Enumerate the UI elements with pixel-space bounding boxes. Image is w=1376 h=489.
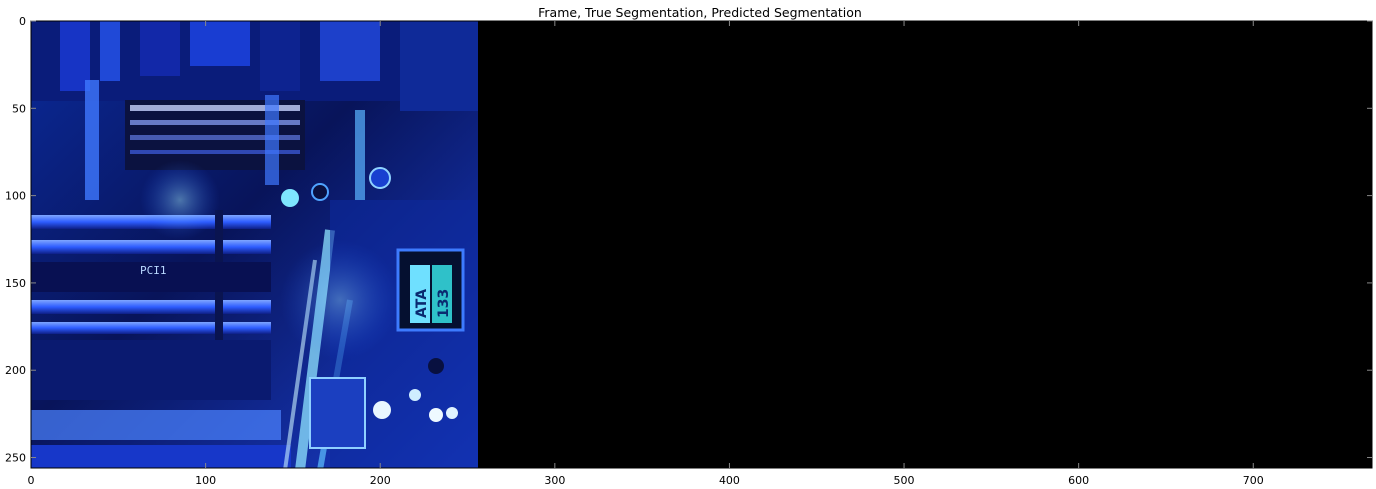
x-tick-label: 700 (1243, 474, 1264, 487)
x-tick-label: 300 (544, 474, 565, 487)
y-tick-label: 200 (5, 364, 26, 377)
y-axis: 0 50 100 150 200 250 (5, 15, 1372, 465)
chart-title: Frame, True Segmentation, Predicted Segm… (538, 5, 862, 20)
x-tick-label: 600 (1068, 474, 1089, 487)
x-tick-label: 400 (719, 474, 740, 487)
axes-frame (30, 20, 1373, 469)
predicted-segmentation-panel (925, 21, 1372, 468)
true-segmentation-panel (478, 21, 925, 468)
ata-number: 133 (436, 289, 452, 318)
y-tick-label: 50 (12, 102, 26, 115)
x-tick-label: 100 (195, 474, 216, 487)
y-tick-label: 0 (19, 15, 26, 28)
x-axis: 0 100 200 300 400 500 600 700 (28, 21, 1264, 487)
x-tick-label: 0 (28, 474, 35, 487)
y-tick-label: 100 (5, 190, 26, 203)
ata-label: ATA (414, 289, 430, 318)
x-tick-label: 200 (370, 474, 391, 487)
y-tick-label: 250 (5, 452, 26, 465)
x-tick-label: 500 (894, 474, 915, 487)
y-tick-label: 150 (5, 277, 26, 290)
pci-label: PCI1 (140, 264, 167, 277)
frame-image: PCI1 ATA 133 (31, 21, 478, 468)
